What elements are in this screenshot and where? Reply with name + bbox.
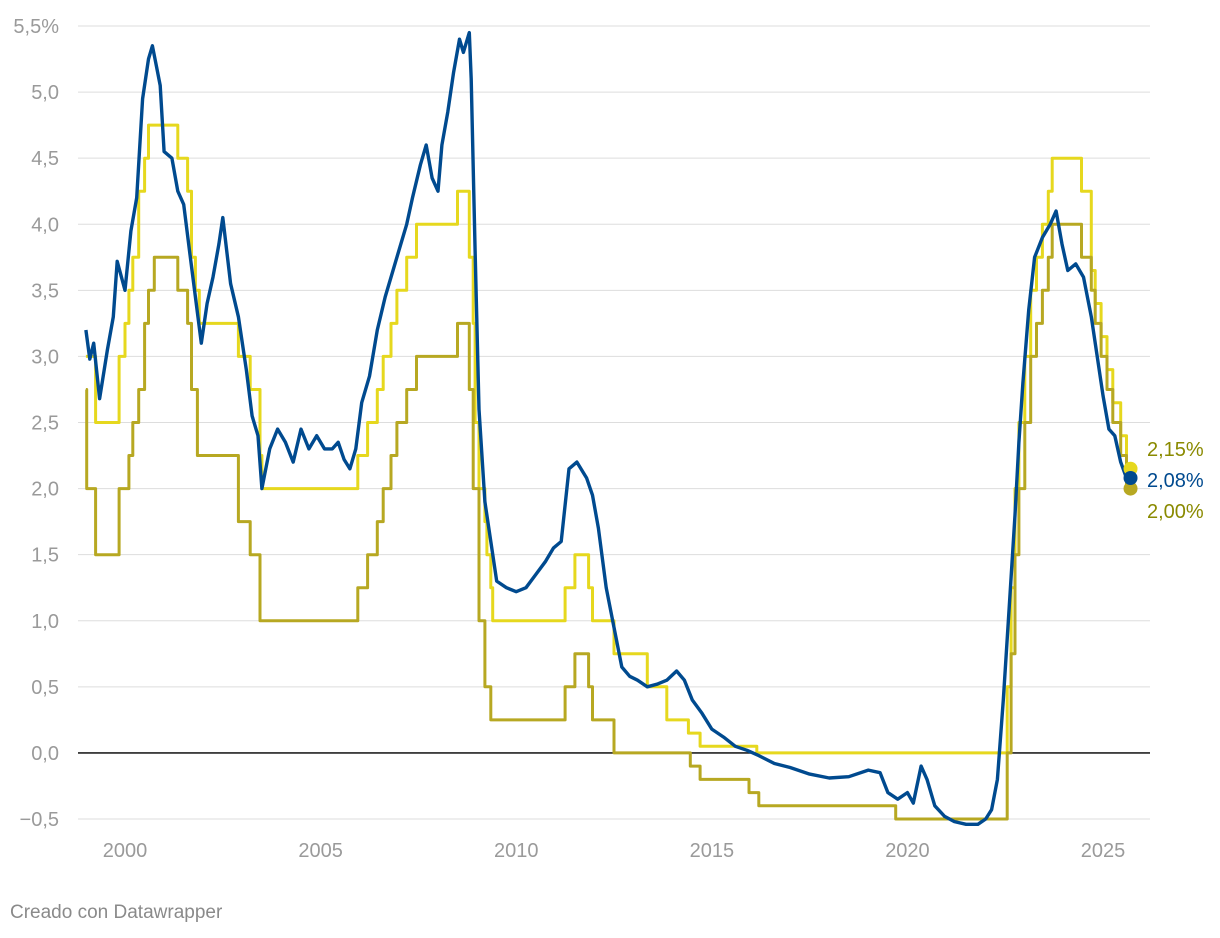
end-label-2: 2,08%	[1147, 470, 1204, 492]
series-line-0	[85, 123, 1128, 755]
y-tick-label: 1,0	[31, 611, 59, 633]
y-tick-label: 1,5	[31, 545, 59, 567]
y-tick-label: 5,5%	[13, 16, 59, 38]
series-lines	[84, 30, 1129, 826]
y-tick-label: 5,0	[31, 82, 59, 104]
y-tick-label: 3,0	[31, 346, 59, 368]
end-markers: 2,15% 2,08% 2,00%	[1123, 439, 1204, 523]
y-tick-label: 0,0	[31, 743, 59, 765]
end-label-0: 2,15%	[1147, 439, 1204, 461]
y-tick-label: 0,5	[31, 677, 59, 699]
y-axis-tick-labels: 5,5% 5,0 4,5 4,0 3,5 3,0 2,5 2,0 1,5 1,0 0,5 0,0 −0,…	[13, 16, 59, 831]
y-tick-label: 2,0	[31, 479, 59, 501]
x-tick-label: 2020	[885, 840, 930, 862]
x-tick-label: 2025	[1081, 840, 1126, 862]
footer-credit: Creado con Datawrapper	[10, 902, 223, 923]
x-tick-label: 2015	[690, 840, 735, 862]
end-label-1: 2,00%	[1147, 501, 1204, 523]
x-tick-label: 2000	[103, 840, 148, 862]
y-tick-label: −0,5	[20, 809, 59, 831]
y-tick-label: 4,5	[31, 148, 59, 170]
y-tick-label: 2,5	[31, 413, 59, 435]
x-tick-label: 2010	[494, 840, 539, 862]
x-axis-tick-labels: 2000 2005 2010 2015 2020 2025	[103, 840, 1126, 862]
end-marker-2	[1123, 471, 1138, 486]
gridlines	[78, 25, 1150, 820]
end-marker-1	[1123, 481, 1138, 496]
y-tick-label: 4,0	[31, 214, 59, 236]
series-line-1	[85, 222, 1128, 821]
series-line-2	[84, 30, 1129, 826]
x-tick-label: 2005	[298, 840, 343, 862]
y-tick-label: 3,5	[31, 280, 59, 302]
